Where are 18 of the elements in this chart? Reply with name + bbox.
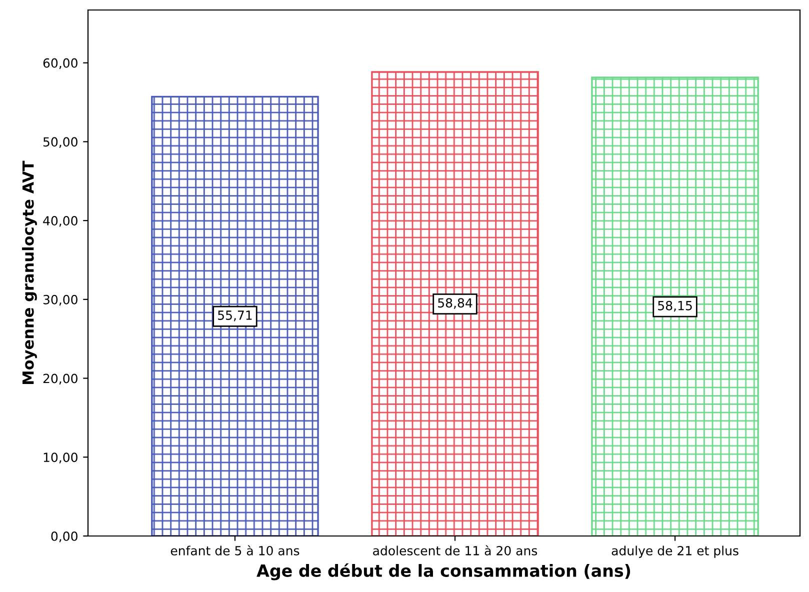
y-tick-label: 20,00 xyxy=(43,374,78,384)
data-label: 58,84 xyxy=(438,298,472,309)
x-tick-label: adulye de 21 et plus xyxy=(612,546,738,558)
y-tick-label: 40,00 xyxy=(43,216,78,227)
bar xyxy=(591,76,759,536)
data-label: 55,71 xyxy=(218,310,252,322)
x-axis-title: Age de début de la consammation (ans) xyxy=(256,563,630,580)
y-tick-label: 10,00 xyxy=(44,452,78,464)
y-tick-label: 30,00 xyxy=(43,294,78,306)
y-tick-label: 50,00 xyxy=(43,137,78,148)
bar xyxy=(371,71,539,536)
data-label: 58,15 xyxy=(658,300,692,312)
y-tick-label: 60,00 xyxy=(43,58,78,70)
x-tick-label: enfant de 5 à 10 ans xyxy=(170,545,300,556)
x-tick-label: adolescent de 11 à 20 ans xyxy=(373,545,538,556)
y-tick-label: 0,00 xyxy=(51,531,78,542)
bar xyxy=(151,96,319,536)
y-axis-title: Moyenne granulocyte AVT xyxy=(22,160,37,384)
